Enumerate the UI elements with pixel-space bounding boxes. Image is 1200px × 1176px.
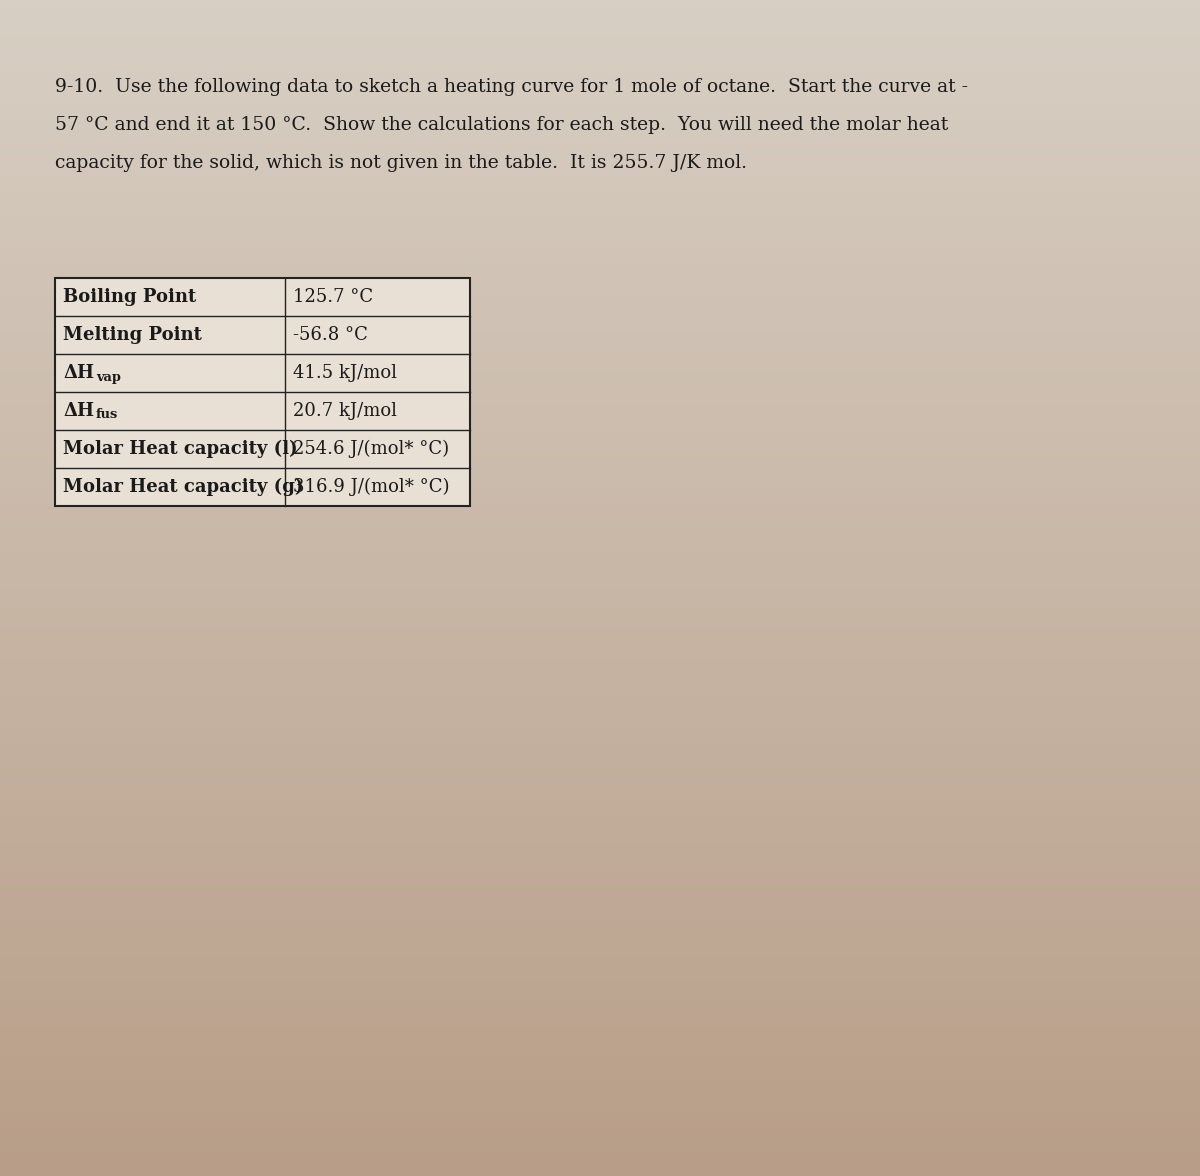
Text: 57 °C and end it at 150 °C.  Show the calculations for each step.  You will need: 57 °C and end it at 150 °C. Show the cal… [55, 116, 948, 134]
Text: 254.6 J/(mol* °C): 254.6 J/(mol* °C) [293, 440, 449, 459]
Text: 125.7 °C: 125.7 °C [293, 288, 373, 306]
Text: ΔH: ΔH [64, 402, 94, 420]
Text: fus: fus [96, 408, 119, 421]
Text: Melting Point: Melting Point [64, 326, 202, 345]
Text: ΔH: ΔH [64, 365, 94, 382]
Text: Molar Heat capacity (g): Molar Heat capacity (g) [64, 477, 304, 496]
Text: vap: vap [96, 370, 121, 383]
Text: 20.7 kJ/mol: 20.7 kJ/mol [293, 402, 397, 420]
Text: 41.5 kJ/mol: 41.5 kJ/mol [293, 365, 397, 382]
Text: capacity for the solid, which is not given in the table.  It is 255.7 J/K mol.: capacity for the solid, which is not giv… [55, 154, 746, 172]
Bar [55, 278, 470, 506]
Text: 9-10.  Use the following data to sketch a heating curve for 1 mole of octane.  S: 9-10. Use the following data to sketch a… [55, 78, 968, 96]
Text: 316.9 J/(mol* °C): 316.9 J/(mol* °C) [293, 477, 450, 496]
Bar [55, 278, 470, 506]
Text: -56.8 °C: -56.8 °C [293, 326, 368, 345]
Text: Molar Heat capacity (l): Molar Heat capacity (l) [64, 440, 298, 459]
Text: Boiling Point: Boiling Point [64, 288, 197, 306]
